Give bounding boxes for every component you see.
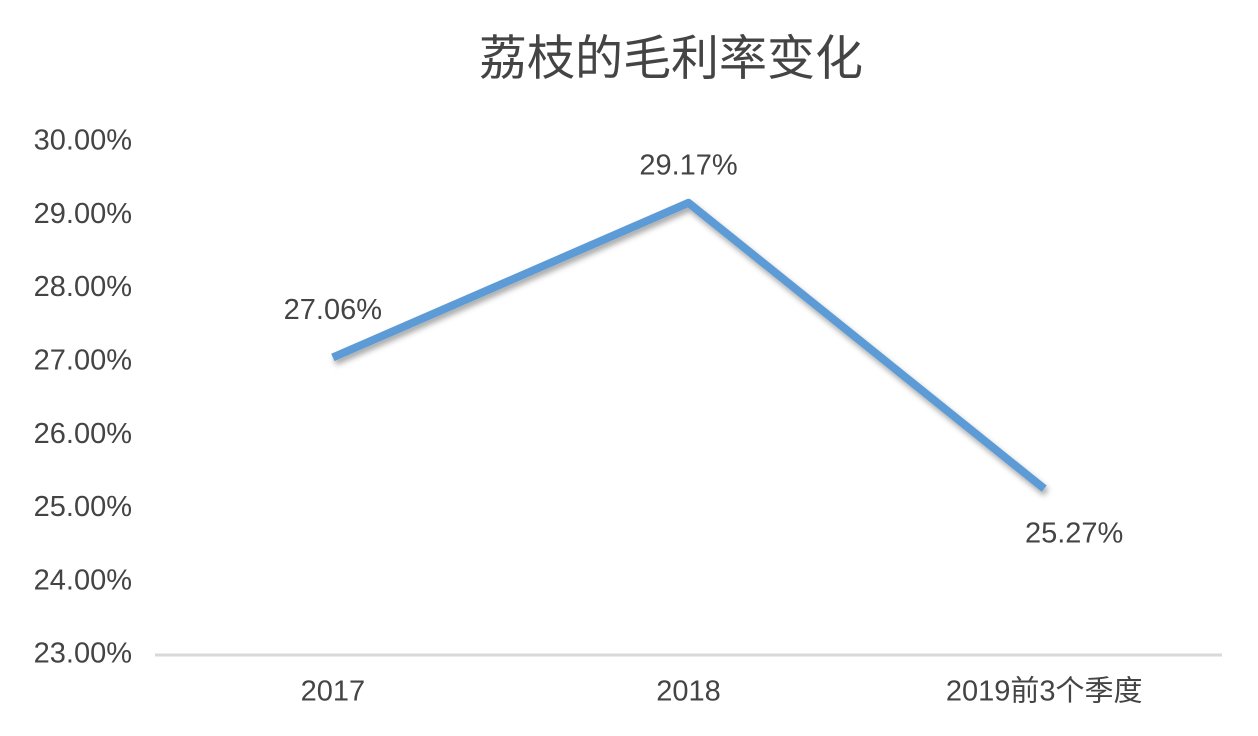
x-tick-label: 2017	[301, 676, 366, 708]
data-label: 27.06%	[284, 294, 382, 326]
y-tick-label: 25.00%	[34, 491, 132, 523]
y-tick-label: 26.00%	[34, 418, 132, 450]
data-label: 29.17%	[639, 149, 737, 181]
line	[331, 198, 1047, 492]
y-tick-label: 29.00%	[34, 198, 132, 230]
x-tick-label: 2019前3个季度	[946, 675, 1143, 708]
y-tick-label: 28.00%	[34, 271, 132, 303]
y-tick-label: 30.00%	[34, 125, 132, 157]
y-tick-label: 23.00%	[34, 638, 132, 670]
x-tick-label: 2018	[656, 676, 721, 708]
y-tick-label: 24.00%	[34, 564, 132, 596]
data-label: 25.27%	[1025, 517, 1123, 549]
chart-title: 荔枝的毛利率变化	[479, 33, 863, 86]
y-tick-label: 27.00%	[34, 345, 132, 377]
